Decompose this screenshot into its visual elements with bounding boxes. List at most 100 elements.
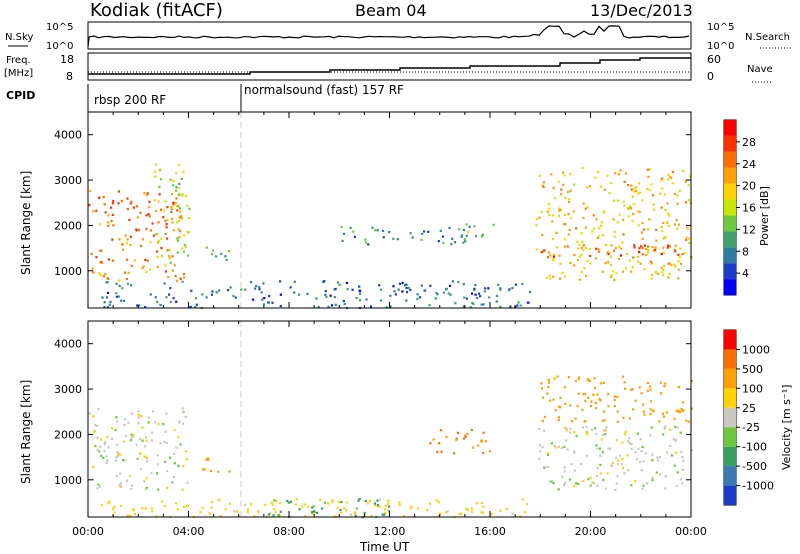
velocity-data bbox=[88, 375, 693, 519]
x-tick-label: 08:00 bbox=[273, 525, 305, 538]
y-tick-label: 4000 bbox=[54, 129, 82, 142]
heatmap-region bbox=[535, 166, 693, 282]
y-tick-label: 3000 bbox=[54, 174, 82, 187]
colorbar-tick-label: 28 bbox=[742, 136, 756, 149]
freq-panel: Freq. [MHz] 18 8 60 0 Nave bbox=[4, 52, 773, 83]
power-xticks bbox=[87, 112, 692, 308]
heatmap-region bbox=[88, 189, 186, 282]
colorbar-segment bbox=[724, 330, 736, 350]
colorbar-tick-label: 24 bbox=[742, 158, 756, 171]
colorbar-segment bbox=[724, 349, 736, 369]
colorbar-segment bbox=[724, 427, 736, 447]
colorbar-tick-label: 500 bbox=[742, 363, 763, 376]
colorbar-segment bbox=[724, 215, 736, 232]
y-tick-label: 4000 bbox=[54, 338, 82, 351]
nave-label: Nave bbox=[747, 64, 773, 75]
colorbar-tick-label: 8 bbox=[742, 245, 749, 258]
colorbar-segment bbox=[724, 466, 736, 486]
x-tick-label: 16:00 bbox=[474, 525, 506, 538]
y-tick-label: 2000 bbox=[54, 219, 82, 232]
velocity-colorbar: 1000 500 100 25 -25 -100 -500 -1000 Velocity [m… bbox=[723, 329, 793, 506]
colorbar-segment bbox=[724, 368, 736, 389]
heatmap-region bbox=[100, 498, 529, 519]
beam-title: Beam 04 bbox=[355, 1, 427, 20]
colorbar-segment bbox=[724, 279, 736, 295]
heatmap-region bbox=[267, 498, 391, 519]
nsearch-tick-top: 10^5 bbox=[707, 22, 734, 33]
colorbar-segment bbox=[724, 231, 736, 248]
y-tick-label: 1000 bbox=[54, 474, 82, 487]
x-tick-label: 20:00 bbox=[575, 525, 607, 538]
colorbar-segment bbox=[724, 199, 736, 216]
station-title: Kodiak (fitACF) bbox=[90, 0, 223, 21]
nsearch-tick-bottom: 10^0 bbox=[707, 41, 734, 52]
colorbar-tick-label: 20 bbox=[742, 180, 756, 193]
cpid-label: CPID bbox=[6, 89, 35, 102]
nave-tick-bottom: 0 bbox=[707, 70, 714, 83]
cpid-row: CPID rbsp 200 RF normalsound (fast) 157 … bbox=[6, 83, 404, 112]
date-title: 13/Dec/2013 bbox=[590, 1, 693, 20]
nsky-tick-bottom: 10^0 bbox=[46, 41, 73, 52]
cpid-mode-2: normalsound (fast) 157 RF bbox=[244, 83, 404, 97]
colorbar-segment bbox=[724, 247, 736, 264]
x-tick-label: 00:00 bbox=[72, 525, 104, 538]
colorbar-tick-label: 100 bbox=[742, 382, 763, 395]
freq-label-line2: [MHz] bbox=[4, 68, 33, 79]
colorbar-segment bbox=[724, 151, 736, 168]
nsky-panel: N.Sky 10^5 10^0 10^5 10^0 N.Search bbox=[5, 21, 792, 52]
colorbar-segment bbox=[724, 388, 736, 408]
x-tick-label: 04:00 bbox=[173, 525, 205, 538]
nave-tick-top: 60 bbox=[707, 53, 721, 66]
freq-tick-bottom: 8 bbox=[66, 70, 73, 83]
heatmap-region bbox=[88, 407, 189, 491]
velocity-yticks: 1000 2000 3000 4000 bbox=[54, 338, 691, 487]
colorbar-tick-label: 12 bbox=[742, 223, 756, 236]
colorbar-segment bbox=[724, 167, 736, 184]
y-tick-label: 2000 bbox=[54, 428, 82, 441]
power-cbar-label: Power [dB] bbox=[758, 186, 771, 246]
colorbar-tick-label: -500 bbox=[742, 460, 767, 473]
freq-label-line1: Freq. bbox=[6, 55, 31, 66]
cpid-mode-1: rbsp 200 RF bbox=[94, 93, 166, 107]
colorbar-segment bbox=[724, 485, 736, 505]
x-tick-label: 12:00 bbox=[374, 525, 406, 538]
colorbar-segment bbox=[724, 263, 736, 280]
heatmap-region bbox=[538, 425, 693, 491]
nsky-line bbox=[87, 25, 690, 48]
heatmap-region bbox=[154, 163, 191, 264]
colorbar-tick-label: 16 bbox=[742, 202, 756, 215]
y-tick-label: 1000 bbox=[54, 265, 82, 278]
heatmap-region bbox=[429, 428, 492, 455]
velocity-xticks bbox=[87, 321, 692, 517]
power-colorbar: 28 24 20 16 12 8 4 Power [dB] bbox=[723, 119, 771, 296]
x-tick-label: 00:00 bbox=[675, 525, 707, 538]
power-data bbox=[88, 163, 693, 310]
colorbar-segment bbox=[724, 446, 736, 467]
nsky-label: N.Sky bbox=[5, 32, 33, 43]
colorbar-tick-label: -1000 bbox=[742, 480, 774, 493]
x-ticklabels: 00:00 04:00 08:00 12:00 16:00 20:00 00:00 bbox=[72, 525, 707, 538]
colorbar-segment bbox=[724, 183, 736, 200]
nsky-tick-top: 10^5 bbox=[46, 22, 73, 33]
colorbar-tick-label: -25 bbox=[742, 421, 760, 434]
heatmap-region bbox=[460, 223, 495, 241]
heatmap-region bbox=[540, 244, 693, 259]
heatmap-region bbox=[101, 280, 532, 310]
colorbar-tick-label: -100 bbox=[742, 441, 767, 454]
power-ylabel: Slant Range [km] bbox=[19, 171, 33, 275]
heatmap-region bbox=[540, 375, 693, 423]
velocity-cbar-label: Velocity [m s⁻¹] bbox=[780, 385, 793, 470]
y-tick-label: 3000 bbox=[54, 383, 82, 396]
nsearch-label: N.Search bbox=[745, 32, 790, 43]
velocity-ylabel: Slant Range [km] bbox=[19, 380, 33, 484]
heatmap-region bbox=[205, 246, 231, 261]
freq-tick-top: 18 bbox=[60, 53, 74, 66]
colorbar-segment bbox=[724, 135, 736, 152]
colorbar-tick-label: 4 bbox=[742, 267, 749, 280]
colorbar-tick-label: 25 bbox=[742, 402, 756, 415]
heatmap-region bbox=[340, 225, 467, 246]
power-panel: 1000 2000 3000 4000 Slant Range [km] bbox=[19, 111, 693, 310]
colorbar-segment bbox=[724, 407, 736, 428]
